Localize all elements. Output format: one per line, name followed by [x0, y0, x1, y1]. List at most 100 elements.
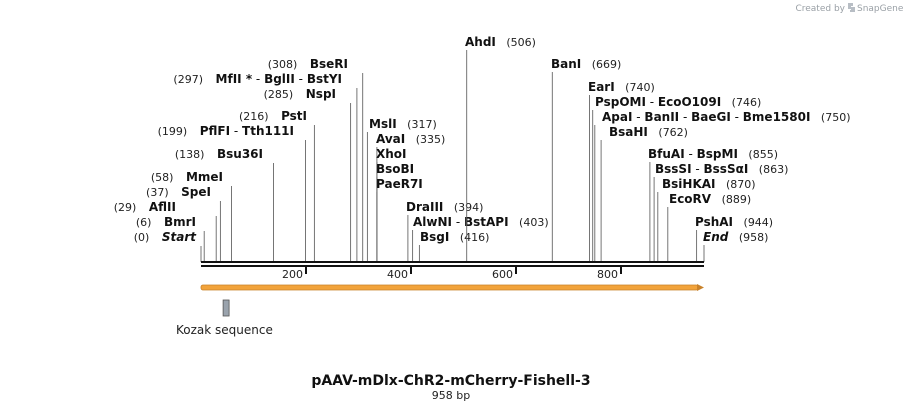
enzyme-name: BmrI [151, 215, 196, 229]
enzyme-name: AlwNI [413, 215, 452, 229]
enzyme-name: Tth111I [242, 124, 294, 138]
site-label-bsihkai[interactable]: BsiHKAI (870) [662, 177, 756, 191]
enzyme-name: Bsu36I [204, 147, 263, 161]
site-label-msli[interactable]: MslI (317) [369, 117, 437, 131]
site-label-avai[interactable]: AvaI (335) [376, 132, 445, 146]
site-label-bsobi[interactable]: BsoBI [376, 162, 414, 176]
site-position: (762) [648, 126, 688, 139]
enzyme-name: Start [149, 230, 197, 244]
snapgene-branding: Created by SnapGene [795, 3, 904, 14]
enzyme-name: BspMI [697, 147, 738, 161]
enzyme-name: PflFI [187, 124, 230, 138]
sequence-length: 958 bp [432, 389, 470, 402]
enzyme-name: BsgI [420, 230, 449, 244]
site-label-end[interactable]: End (958) [703, 230, 768, 244]
site-label-draiii[interactable]: DraIII (394) [406, 200, 483, 214]
site-label-bani[interactable]: BanI (669) [551, 57, 621, 71]
site-label-alwni-bstapi[interactable]: AlwNI - BstAPI (403) [413, 215, 549, 229]
site-position: (335) [405, 133, 445, 146]
site-position: (29) [114, 201, 137, 214]
enzyme-name: PstI [269, 109, 307, 123]
feature-orf[interactable] [200, 284, 704, 291]
site-label-spei[interactable]: (37) SpeI [146, 185, 211, 199]
site-label-psti[interactable]: (216) PstI [239, 109, 307, 123]
site-label-pflfi-tth111i[interactable]: (199) PflFI - Tth111I [158, 124, 294, 138]
enzyme-name: MfII * [203, 72, 253, 86]
site-separator: - [679, 110, 691, 124]
site-label-bmri[interactable]: (6) BmrI [136, 215, 196, 229]
site-label-bsu36i[interactable]: (138) Bsu36I [175, 147, 263, 161]
sequence-backbone [201, 261, 704, 267]
kozak-sequence-box[interactable] [222, 299, 230, 317]
ruler: 200 400 600 800 [282, 267, 622, 281]
site-position: (394) [443, 201, 483, 214]
site-position: (37) [146, 186, 169, 199]
site-label-ahdi[interactable]: AhdI (506) [465, 35, 536, 49]
enzyme-name: BfuAI [648, 147, 685, 161]
brand-name: SnapGene [857, 4, 904, 14]
site-label-bfuai-bspmi[interactable]: BfuAI - BspMI (855) [648, 147, 778, 161]
site-label-mmei[interactable]: (58) MmeI [151, 170, 223, 184]
site-label-start[interactable]: (0) Start [134, 230, 198, 244]
site-label-pshai[interactable]: PshAI (944) [695, 215, 773, 229]
site-position: (746) [721, 96, 761, 109]
snapgene-logo-icon [848, 3, 855, 12]
enzyme-name: BseRI [297, 57, 348, 71]
site-label-bseri[interactable]: (308) BseRI [268, 57, 348, 71]
ruler-tick-label-200: 200 [282, 268, 303, 281]
site-label-mfii-bglii-bstyi[interactable]: (297) MfII * - BglII - BstYI [173, 72, 342, 86]
site-label-apai-banii-baegi-bme1580i[interactable]: ApaI - BanII - BaeGI - Bme1580I (750) [602, 110, 851, 124]
site-position: (199) [158, 125, 188, 138]
kozak-sequence-label: Kozak sequence [176, 323, 273, 337]
sequence-title: pAAV-mDlx-ChR2-mCherry-Fishell-3 [311, 373, 590, 389]
orf-arrow-body[interactable] [200, 284, 699, 291]
site-label-paer7i[interactable]: PaeR7I [376, 177, 423, 191]
enzyme-name: MslI [369, 117, 397, 131]
enzyme-name: BsaHI [609, 125, 648, 139]
enzyme-name: Bme1580I [743, 110, 811, 124]
enzyme-name: AflII [136, 200, 176, 214]
site-position: (506) [496, 36, 536, 49]
site-position: (750) [810, 111, 850, 124]
site-separator: - [692, 162, 704, 176]
site-position: (297) [173, 73, 203, 86]
restriction-sites: (0) Start(6) BmrI(29) AflII(37) SpeI(58)… [114, 35, 851, 262]
enzyme-name: DraIII [406, 200, 443, 214]
site-separator: - [731, 110, 743, 124]
site-separator: - [452, 215, 464, 229]
site-position: (855) [738, 148, 778, 161]
site-label-eari[interactable]: EarI (740) [588, 80, 655, 94]
site-label-aflii[interactable]: (29) AflII [114, 200, 176, 214]
site-position: (403) [509, 216, 549, 229]
site-position: (669) [581, 58, 621, 71]
ruler-tick-label-600: 600 [492, 268, 513, 281]
feature-kozak[interactable]: Kozak sequence [176, 299, 273, 337]
site-label-nspi[interactable]: (285) NspI [264, 87, 336, 101]
site-label-bsgi[interactable]: BsgI (416) [420, 230, 489, 244]
enzyme-name: PaeR7I [376, 177, 423, 191]
enzyme-name: AhdI [465, 35, 496, 49]
enzyme-name: BaeGI [691, 110, 731, 124]
site-label-bsssi-bsssαi[interactable]: BssSI - BssSαI (863) [655, 162, 788, 176]
site-separator: - [252, 72, 264, 86]
enzyme-name: EcoRV [669, 192, 712, 206]
enzyme-name: End [703, 230, 729, 244]
enzyme-name: PspOMI [595, 95, 646, 109]
site-label-bsahi[interactable]: BsaHI (762) [609, 125, 688, 139]
brand-prefix: Created by [795, 4, 845, 14]
ruler-tick-label-800: 800 [597, 268, 618, 281]
site-label-pspomi-ecoo109i[interactable]: PspOMI - EcoO109I (746) [595, 95, 761, 109]
site-position: (138) [175, 148, 205, 161]
site-label-ecorv[interactable]: EcoRV (889) [669, 192, 751, 206]
site-position: (416) [449, 231, 489, 244]
enzyme-name: XhoI [376, 147, 407, 161]
site-position: (958) [728, 231, 768, 244]
site-separator: - [646, 95, 658, 109]
site-label-xhoi[interactable]: XhoI [376, 147, 407, 161]
site-position: (317) [397, 118, 437, 131]
site-position: (285) [264, 88, 294, 101]
enzyme-name: EcoO109I [658, 95, 721, 109]
enzyme-name: BanI [551, 57, 581, 71]
site-separator: - [295, 72, 307, 86]
